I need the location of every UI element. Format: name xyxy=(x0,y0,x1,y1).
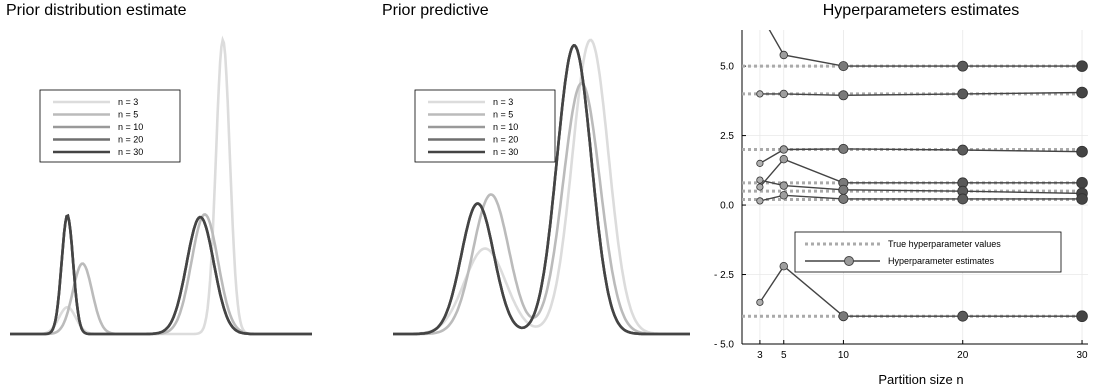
estimate-point xyxy=(1076,193,1088,205)
prior-distribution-panel: Prior distribution estimate n = 3n = 5n … xyxy=(6,2,312,336)
estimate-point xyxy=(1076,310,1088,323)
legend-label: n = 20 xyxy=(118,135,143,145)
estimate-point xyxy=(779,89,788,99)
estimate-point xyxy=(756,176,764,184)
y-tick-label: 0.0 xyxy=(720,201,734,212)
prior-predictive-series xyxy=(393,38,690,336)
estimate-point xyxy=(957,144,969,156)
estimate-point xyxy=(1076,177,1088,189)
legend-label: n = 10 xyxy=(118,122,143,132)
legend-label: n = 3 xyxy=(118,97,138,107)
y-tick-label: 5.0 xyxy=(720,62,734,73)
tick-labels: - 5.0 - 2.5 0.0 2.5 5.0 3 5 10 20 30 xyxy=(714,62,1088,361)
estimate-point xyxy=(957,193,969,205)
prior-distribution-legend: n = 3 n = 5 n = 10 n = 20 n = 30 xyxy=(39,89,181,163)
legend-estimate-label: Hyperparameter estimates xyxy=(888,256,995,266)
axes-frame xyxy=(741,30,1088,345)
prior-distribution-series xyxy=(10,35,312,336)
estimate-point xyxy=(1076,60,1088,72)
prior-predictive-title: Prior predictive xyxy=(382,2,489,19)
estimate-point xyxy=(756,298,764,306)
prior-predictive-legend: n = 3 n = 5 n = 10 n = 20 n = 30 xyxy=(414,89,556,163)
estimate-point xyxy=(779,145,788,154)
estimate-point xyxy=(838,184,849,195)
estimate-point xyxy=(756,183,764,191)
estimate-line xyxy=(759,265,1082,317)
estimate-point xyxy=(957,310,969,322)
estimate-point xyxy=(1076,86,1088,99)
legend-label: n = 5 xyxy=(118,110,138,120)
legend-label: n = 3 xyxy=(493,97,513,107)
prior-predictive-panel: Prior predictive n = 3n = 5n = 10n = 20n… xyxy=(382,2,690,336)
x-tick-label: 10 xyxy=(838,350,850,361)
estimate-point xyxy=(957,60,969,72)
estimate-point xyxy=(779,155,788,164)
legend-true-label: True hyperparameter values xyxy=(888,239,1001,249)
estimate-line xyxy=(768,30,1082,67)
estimate-point xyxy=(756,159,764,167)
density-line-n30 xyxy=(10,213,312,336)
legend-box xyxy=(794,231,1062,273)
estimate-point xyxy=(779,50,788,60)
legend-label: n = 5 xyxy=(493,110,513,120)
estimate-point xyxy=(838,193,849,204)
hyperparameters-legend: True hyperparameter values Hyperparamete… xyxy=(794,231,1062,273)
legend-label: n = 30 xyxy=(118,147,143,157)
estimate-point xyxy=(838,311,849,322)
estimate-point xyxy=(779,261,788,271)
x-tick-label: 30 xyxy=(1076,350,1088,361)
legend-label: n = 20 xyxy=(493,135,518,145)
x-tick-label: 5 xyxy=(781,350,787,361)
legend-label: n = 10 xyxy=(493,122,518,132)
density-line-n3 xyxy=(10,35,312,336)
density-line-n30 xyxy=(393,44,690,336)
estimate-point xyxy=(756,197,764,205)
y-tick-label: - 2.5 xyxy=(714,270,734,281)
estimate-point xyxy=(779,181,788,190)
y-tick-label: 2.5 xyxy=(720,131,734,142)
x-tick-label: 3 xyxy=(757,350,763,361)
estimate-line xyxy=(759,148,1083,165)
x-axis-label: Partition size n xyxy=(878,372,963,387)
y-tick-label: - 5.0 xyxy=(714,340,734,351)
estimate-point xyxy=(1076,145,1088,158)
estimate-point xyxy=(779,191,788,200)
estimate-point xyxy=(756,90,764,98)
x-tick-label: 20 xyxy=(957,350,969,361)
prior-distribution-title: Prior distribution estimate xyxy=(6,2,187,19)
estimate-point xyxy=(838,90,849,101)
legend-label: n = 30 xyxy=(493,147,518,157)
estimate-point xyxy=(838,143,849,154)
estimate-point xyxy=(957,88,969,100)
hyperparameters-panel: Hyperparameters estimates - 5.0 - 2.5 0.0 2… xyxy=(714,2,1088,387)
estimate-series xyxy=(756,30,1088,323)
legend-estimate-marker xyxy=(844,256,854,266)
hyperparameters-title: Hyperparameters estimates xyxy=(823,2,1020,19)
estimate-point xyxy=(838,61,849,72)
